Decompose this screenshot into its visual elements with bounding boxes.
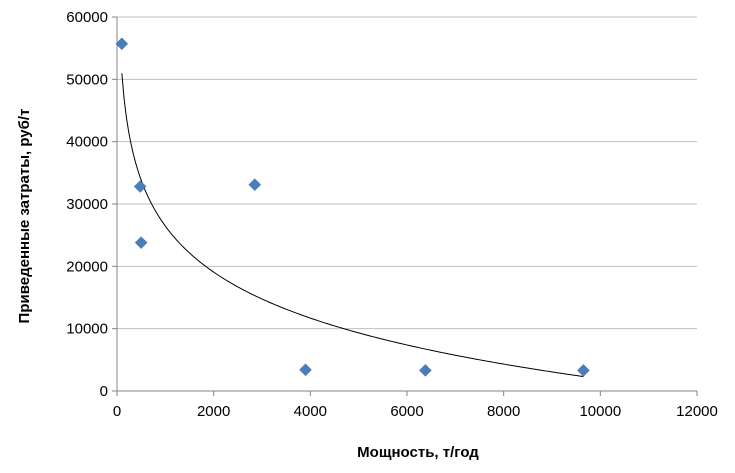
x-tick-labels: 0 2000 4000 6000 8000 10000 12000 xyxy=(113,391,718,420)
grid-lines xyxy=(117,16,697,330)
x-tick-label: 8000 xyxy=(487,403,520,420)
y-tick-label: 0 xyxy=(100,383,108,400)
x-tick-label: 12000 xyxy=(676,403,718,420)
y-axis-title: Приведенные затраты, руб/т xyxy=(16,109,33,324)
data-point xyxy=(248,178,262,192)
x-tick-label: 0 xyxy=(113,403,121,420)
data-point xyxy=(133,180,147,193)
x-tick-label: 6000 xyxy=(390,403,423,420)
x-tick-label: 2000 xyxy=(197,403,230,420)
y-tick-label: 30000 xyxy=(66,196,108,213)
x-axis-title: Мощность, т/год xyxy=(357,444,479,461)
y-tick-label: 10000 xyxy=(66,321,108,338)
x-tick-label: 4000 xyxy=(294,403,327,420)
y-tick-label: 60000 xyxy=(66,9,108,26)
trendline xyxy=(121,73,584,378)
trendline-group xyxy=(121,73,584,378)
data-points xyxy=(115,37,590,377)
data-point xyxy=(419,364,432,377)
y-tick-labels: 0 10000 20000 30000 40000 50000 60000 xyxy=(66,9,117,400)
y-tick-label: 20000 xyxy=(66,258,108,275)
y-tick-label: 50000 xyxy=(66,71,108,88)
data-point xyxy=(134,236,148,250)
y-tick-label: 40000 xyxy=(66,134,108,151)
x-tick-label: 10000 xyxy=(579,403,621,420)
data-point xyxy=(299,363,312,377)
data-point xyxy=(577,364,590,377)
data-point xyxy=(115,37,129,51)
